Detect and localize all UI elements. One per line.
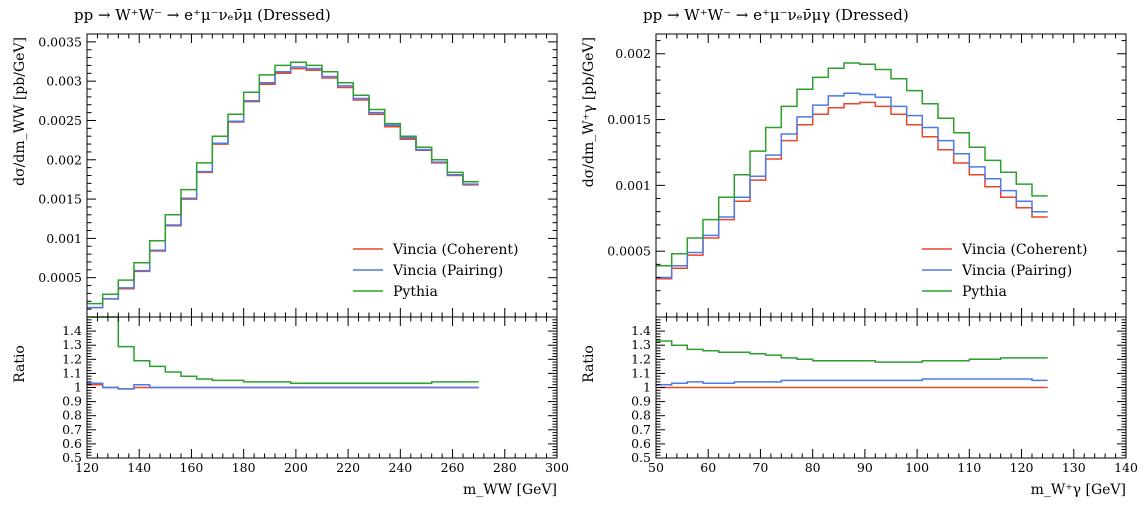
chart-panel-0: pp → W⁺W⁻ → e⁺μ⁻νₑν̄μ (Dressed) 120 140 160… [12, 6, 569, 498]
y-tick-label: 0.002 [46, 152, 82, 167]
ratio-tick-label: 0.9 [62, 394, 82, 409]
legend-label-1: Vincia (Pairing) [392, 263, 503, 279]
legend-label-1: Vincia (Pairing) [961, 263, 1072, 279]
curves [656, 62, 1048, 389]
x-tick-label: 140 [1114, 460, 1138, 475]
x-tick-label: 300 [545, 460, 569, 475]
legend: Vincia (Coherent) Vincia (Pairing) Pythia [922, 242, 1087, 300]
ratio-tick-label: 0.7 [631, 422, 651, 437]
x-tick-label: 70 [752, 460, 768, 475]
legend: Vincia (Coherent) Vincia (Pairing) Pythia [353, 242, 518, 300]
ratio-axis-label: Ratio [12, 345, 28, 383]
ratio-tick-label: 1.2 [631, 351, 651, 366]
series-line-0 [87, 67, 479, 309]
y-tick-label: 0.0015 [38, 192, 82, 207]
x-tick-label: 160 [180, 460, 204, 475]
x-axis-label: m_W⁺γ [GeV] [1031, 482, 1126, 498]
chart-title: pp → W⁺W⁻ → e⁺μ⁻νₑν̄μ (Dressed) [74, 6, 331, 24]
ratio-tick-label: 1.4 [62, 323, 82, 338]
legend-label-0: Vincia (Coherent) [961, 242, 1087, 258]
y-tick-label: 0.001 [615, 178, 651, 193]
ratio-tick-label: 0.7 [62, 422, 82, 437]
series-line-1 [87, 66, 479, 309]
ratio-line-2 [656, 340, 1048, 363]
ratio-tick-label: 0.8 [631, 408, 651, 423]
x-tick-label: 200 [284, 460, 308, 475]
ratio-tick-label: 1 [643, 380, 651, 395]
ratio-tick-label: 0.5 [631, 450, 651, 465]
y-axis-label: dσ/dm_WW [pb/GeV] [12, 37, 28, 186]
ratio-tick-label: 0.9 [631, 394, 651, 409]
x-tick-label: 120 [1010, 460, 1034, 475]
x-axis-label: m_WW [GeV] [463, 482, 557, 498]
ratio-tick-label: 0.8 [62, 408, 82, 423]
y-tick-label: 0.0035 [38, 34, 82, 49]
x-tick-label: 50 [648, 460, 664, 475]
y-tick-label: 0.0025 [38, 113, 82, 128]
y-tick-label: 0.0005 [38, 270, 82, 285]
chart-panel-1: pp → W⁺W⁻ → e⁺μ⁻νₑν̄μγ (Dressed) 50 60 70 80… [581, 6, 1138, 498]
x-tick-label: 180 [232, 460, 256, 475]
legend-label-0: Vincia (Coherent) [392, 242, 518, 258]
y-axis-label: dσ/dm_W⁺γ [pb/GeV] [581, 37, 597, 187]
y-tick-label: 0.001 [46, 231, 82, 246]
x-tick-label: 260 [441, 460, 465, 475]
ratio-tick-label: 0.6 [631, 436, 651, 451]
y-tick-label: 0.0015 [607, 112, 651, 127]
ratio-line-1 [87, 382, 479, 390]
x-tick-label: 90 [857, 460, 873, 475]
series-line-2 [656, 62, 1048, 267]
x-tick-label: 120 [75, 460, 99, 475]
series-line-1 [656, 92, 1048, 279]
y-tick-label: 0.0005 [607, 244, 651, 259]
legend-label-2: Pythia [962, 284, 1007, 300]
x-tick-label: 220 [336, 460, 360, 475]
ratio-tick-label: 0.6 [62, 436, 82, 451]
ratio-line-1 [656, 378, 1048, 386]
series-line-0 [656, 101, 1048, 280]
legend-label-2: Pythia [393, 284, 438, 300]
ratio-tick-label: 1.1 [62, 365, 82, 380]
x-tick-label: 140 [127, 460, 151, 475]
ratio-tick-label: 1.3 [631, 337, 651, 352]
x-tick-label: 100 [905, 460, 929, 475]
chart-title: pp → W⁺W⁻ → e⁺μ⁻νₑν̄μγ (Dressed) [643, 6, 909, 24]
ratio-tick-label: 1.2 [62, 351, 82, 366]
ratio-tick-label: 1.1 [631, 365, 651, 380]
x-tick-label: 110 [957, 460, 981, 475]
ratio-line-2 [87, 316, 479, 385]
ratio-axis-label: Ratio [581, 345, 597, 383]
y-tick-label: 0.003 [46, 74, 82, 89]
x-tick-label: 280 [493, 460, 517, 475]
ratio-tick-label: 0.5 [62, 450, 82, 465]
x-tick-label: 240 [388, 460, 412, 475]
x-tick-label: 130 [1062, 460, 1086, 475]
ratio-tick-label: 1.4 [631, 323, 651, 338]
ratio-tick-label: 1.3 [62, 337, 82, 352]
series-line-2 [87, 61, 479, 305]
x-tick-label: 60 [700, 460, 716, 475]
x-tick-label: 80 [805, 460, 821, 475]
ratio-tick-label: 1 [74, 380, 82, 395]
y-tick-label: 0.002 [615, 46, 651, 61]
curves [87, 61, 479, 390]
